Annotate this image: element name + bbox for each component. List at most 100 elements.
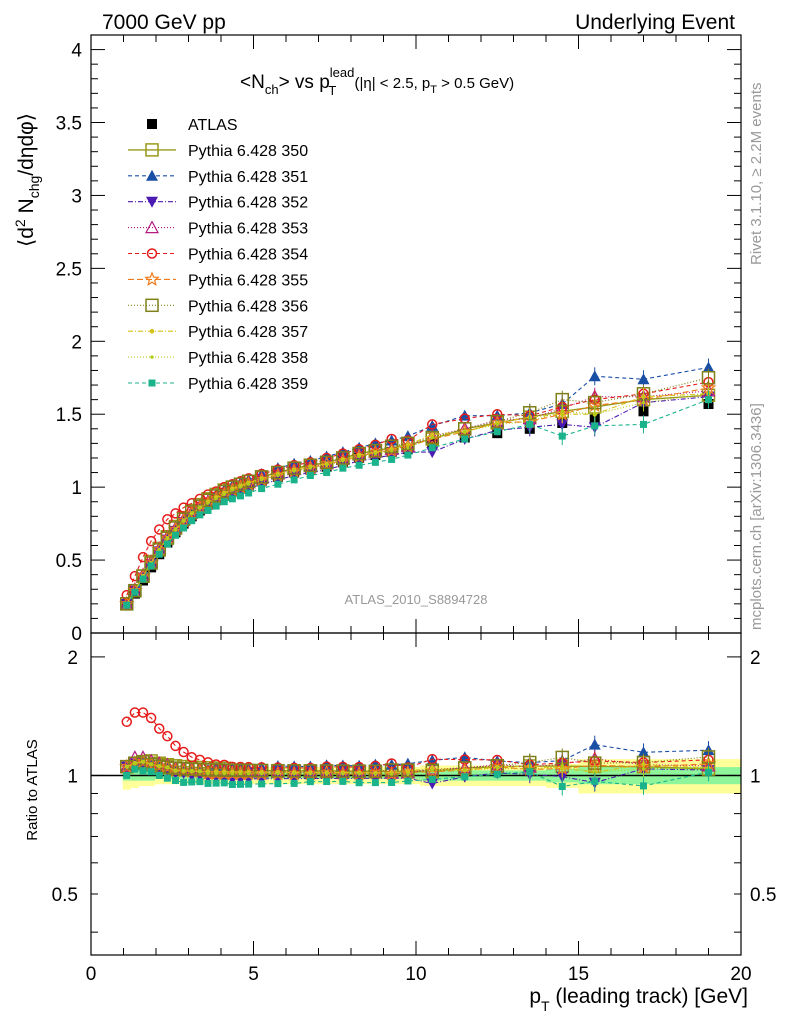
data-point <box>424 763 440 779</box>
data-point <box>429 765 435 771</box>
y-tick-label: 1 <box>71 478 82 499</box>
data-point <box>245 489 253 497</box>
data-point <box>131 588 139 596</box>
data-point <box>705 768 712 776</box>
x-axis-label: pT (leading track) [GeV] <box>529 985 748 1014</box>
y-tick-label: 2.5 <box>56 259 82 280</box>
data-point <box>276 772 280 776</box>
data-point <box>163 540 171 548</box>
main-panel: 0 0.5 1 1.5 2 2.5 3 3.5 4 <box>56 34 742 645</box>
data-point <box>135 753 151 769</box>
y-axis-label-main: ⟨d2 Nchg/dηdφ⟩ <box>12 113 42 247</box>
data-point <box>128 583 142 598</box>
data-point <box>637 373 650 385</box>
data-point <box>233 477 248 491</box>
data-point <box>490 414 504 429</box>
data-point <box>461 435 469 443</box>
data-point <box>388 455 396 463</box>
data-point <box>155 550 163 558</box>
data-point <box>212 779 220 787</box>
data-point <box>151 758 167 773</box>
data-point <box>201 493 215 508</box>
data-point <box>131 765 139 773</box>
data-point <box>121 716 132 728</box>
data-point <box>405 442 411 448</box>
data-point <box>212 502 220 510</box>
legend-entry: Pythia 6.428 355 <box>128 271 308 289</box>
data-point <box>137 707 149 718</box>
legend-entry: Pythia 6.428 357 <box>128 324 308 341</box>
data-point <box>119 758 135 774</box>
data-point <box>373 772 378 776</box>
data-point <box>401 763 415 777</box>
data-point <box>173 527 178 532</box>
data-point <box>154 723 165 734</box>
data-point <box>145 712 157 724</box>
legend-entry: Pythia 6.428 359 <box>128 376 308 393</box>
data-point <box>172 531 179 539</box>
data-point <box>133 761 137 765</box>
y-tick-label: 4 <box>71 41 82 62</box>
data-point <box>641 767 646 771</box>
data-point <box>355 461 363 469</box>
data-point <box>323 469 331 477</box>
data-point <box>120 597 134 611</box>
data-point <box>458 422 472 436</box>
data-point <box>119 759 134 773</box>
data-point <box>324 772 329 776</box>
data-point <box>238 485 243 489</box>
data-point <box>701 371 716 385</box>
y-tick-label: 0 <box>71 624 82 645</box>
y-axis-label-ratio: Ratio to ATLAS <box>24 739 41 840</box>
data-point <box>125 764 129 769</box>
rivet-version-label: Rivet 3.1.10, ≥ 2.2M events <box>748 83 765 266</box>
data-point <box>591 777 599 785</box>
data-point <box>427 419 438 430</box>
legend-label: Pythia 6.428 358 <box>188 350 308 367</box>
data-point <box>637 746 650 758</box>
x-tick-label: 10 <box>405 964 426 985</box>
data-point <box>292 772 296 776</box>
data-point <box>147 768 155 776</box>
data-point <box>145 535 157 547</box>
data-point <box>389 772 394 776</box>
data-point <box>237 780 244 788</box>
legend-entry: Pythia 6.428 350 <box>128 143 308 160</box>
data-point <box>147 562 155 570</box>
y-tick-label: 3 <box>71 186 82 207</box>
data-point <box>588 370 601 382</box>
data-point <box>352 764 366 778</box>
x-tick-label: 20 <box>730 964 751 985</box>
data-point <box>162 513 173 525</box>
data-point <box>369 758 382 770</box>
data-point <box>461 773 469 781</box>
data-point <box>341 459 345 463</box>
data-point <box>357 772 361 776</box>
legend-entry: Pythia 6.428 353 <box>128 220 308 238</box>
data-point <box>383 442 400 458</box>
data-point <box>149 762 153 767</box>
data-point <box>159 759 176 774</box>
legend-label: Pythia 6.428 351 <box>188 169 308 186</box>
legend-label: Pythia 6.428 352 <box>188 195 308 212</box>
data-point <box>526 420 534 428</box>
data-point <box>172 776 179 784</box>
data-point <box>430 768 434 772</box>
data-point <box>339 777 347 785</box>
legend-label: Pythia 6.428 353 <box>188 221 308 238</box>
data-point <box>185 762 199 776</box>
data-point <box>157 764 161 768</box>
data-point <box>196 778 204 786</box>
y-axis-ratio: 0.5 0.5 1 1 2 2 <box>52 648 776 933</box>
data-point <box>145 143 159 157</box>
data-point <box>238 772 243 776</box>
data-point <box>178 502 189 513</box>
legend-label: ATLAS <box>188 117 238 134</box>
data-point <box>336 764 350 778</box>
ratio-line <box>126 712 709 769</box>
data-point <box>123 771 131 779</box>
data-point <box>388 778 396 786</box>
data-point <box>206 501 210 505</box>
data-point <box>176 761 191 776</box>
data-point <box>493 770 501 778</box>
